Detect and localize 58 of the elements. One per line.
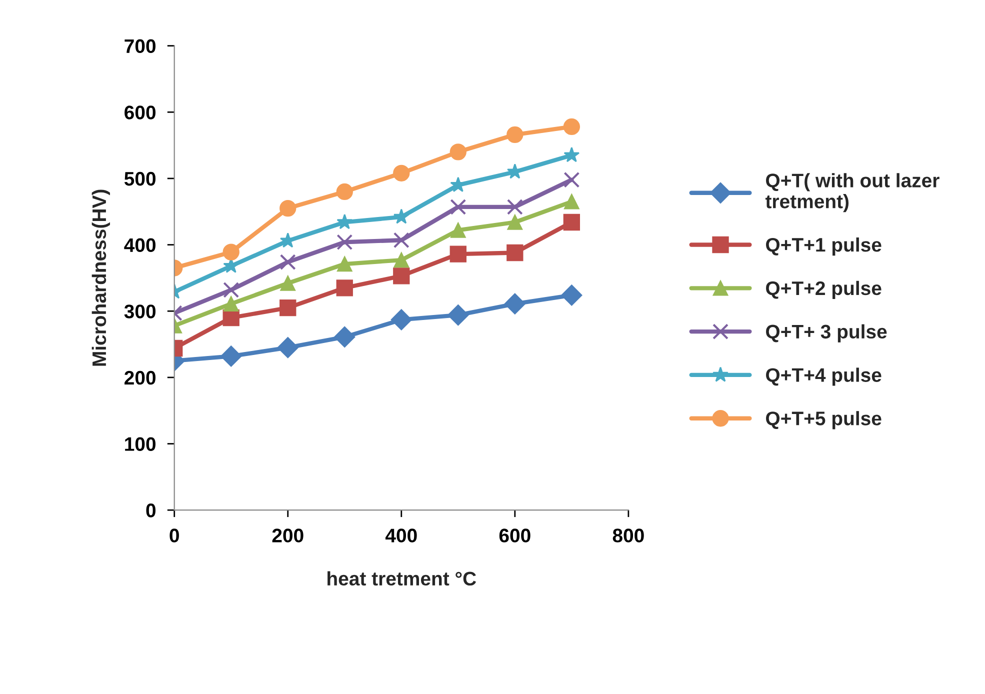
y-tick-label: 0 bbox=[146, 504, 156, 518]
point bbox=[280, 299, 296, 316]
point bbox=[280, 254, 296, 270]
x-tick-label: 200 bbox=[272, 528, 304, 542]
point bbox=[506, 244, 524, 262]
point bbox=[450, 144, 466, 160]
point bbox=[448, 304, 469, 326]
point bbox=[390, 309, 412, 330]
point bbox=[563, 214, 580, 231]
x-tick-label: 800 bbox=[612, 528, 644, 542]
point bbox=[336, 183, 353, 200]
point bbox=[336, 234, 353, 250]
point bbox=[564, 146, 580, 162]
y-tick-label: 300 bbox=[124, 304, 156, 318]
point bbox=[223, 282, 240, 298]
point bbox=[222, 244, 240, 260]
x-tick-label: 0 bbox=[170, 528, 179, 542]
point bbox=[223, 296, 239, 312]
point bbox=[506, 126, 524, 144]
point bbox=[334, 326, 356, 348]
point bbox=[507, 214, 523, 230]
legend-label: Q+T+5 pulse bbox=[766, 411, 882, 430]
legend-label: Q+T+ 3 pulse bbox=[766, 324, 887, 342]
point bbox=[393, 268, 410, 284]
point bbox=[336, 214, 353, 230]
point bbox=[561, 284, 582, 306]
point bbox=[563, 118, 580, 136]
x-tick-label: 400 bbox=[385, 528, 417, 542]
y-tick-label: 400 bbox=[124, 238, 156, 252]
point bbox=[336, 280, 353, 296]
legend-label: Q+T+4 pulse bbox=[766, 368, 882, 386]
point bbox=[450, 222, 466, 238]
legend-label: Q+T+1 pulse bbox=[766, 237, 882, 256]
point bbox=[336, 256, 352, 272]
legend-label: Q+T+2 pulse bbox=[766, 280, 882, 299]
point bbox=[393, 232, 410, 248]
point bbox=[280, 276, 296, 291]
point bbox=[277, 337, 298, 358]
point bbox=[394, 252, 410, 268]
x-axis-title: heat tretment °C bbox=[328, 571, 476, 586]
y-tick-label: 500 bbox=[124, 172, 156, 186]
point bbox=[220, 346, 242, 367]
point bbox=[393, 164, 410, 182]
y-tick-label: 200 bbox=[124, 370, 156, 385]
point bbox=[564, 194, 580, 210]
x-tick-label: 600 bbox=[499, 528, 530, 542]
point bbox=[506, 198, 523, 215]
y-axis-title: Microhardness(HV) bbox=[92, 190, 110, 366]
point bbox=[564, 172, 580, 188]
y-tick-label: 100 bbox=[125, 437, 156, 451]
point bbox=[280, 200, 296, 217]
legend-label: Q+T( with out lazer tretment) bbox=[765, 173, 940, 212]
point bbox=[450, 246, 466, 262]
y-tick-label: 600 bbox=[124, 106, 156, 120]
point bbox=[504, 293, 526, 314]
y-tick-label: 700 bbox=[124, 39, 156, 54]
point bbox=[450, 198, 466, 215]
point bbox=[393, 208, 410, 224]
